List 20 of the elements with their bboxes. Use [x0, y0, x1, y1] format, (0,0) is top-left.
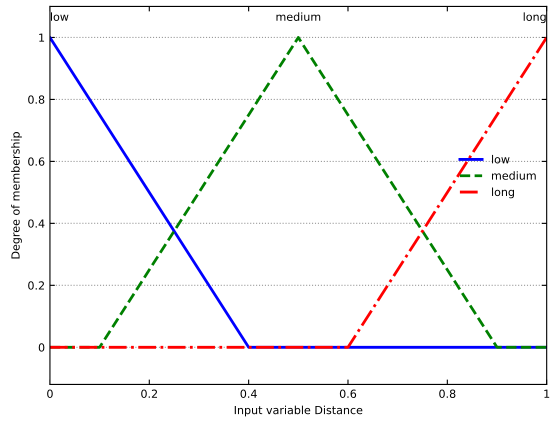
x-tick-label: 1 — [544, 390, 550, 398]
y-tick-label: 0.4 — [28, 219, 44, 228]
x-tick-label: 0.8 — [439, 390, 456, 398]
legend-label: low — [492, 154, 510, 164]
x-tick-label: 0.6 — [340, 390, 356, 398]
y-tick-label: 0.6 — [28, 157, 44, 166]
annotation: low — [50, 12, 68, 21]
x-tick-label: 0 — [47, 390, 53, 398]
annotation: medium — [276, 12, 320, 21]
x-axis-title: Input variable Distance — [234, 406, 362, 416]
y-tick-label: 0.2 — [28, 281, 44, 290]
y-axis-title: Degree of membership — [11, 132, 22, 258]
y-tick-label: 0.8 — [28, 95, 44, 104]
legend-label: medium — [492, 171, 536, 180]
y-tick-label: 0 — [38, 343, 44, 352]
x-tick-label: 0.4 — [240, 390, 257, 398]
x-tick-label: 0.2 — [141, 390, 158, 398]
annotation: long — [524, 12, 546, 24]
legend-label: long — [492, 188, 514, 198]
y-tick-label: 1 — [39, 34, 44, 42]
